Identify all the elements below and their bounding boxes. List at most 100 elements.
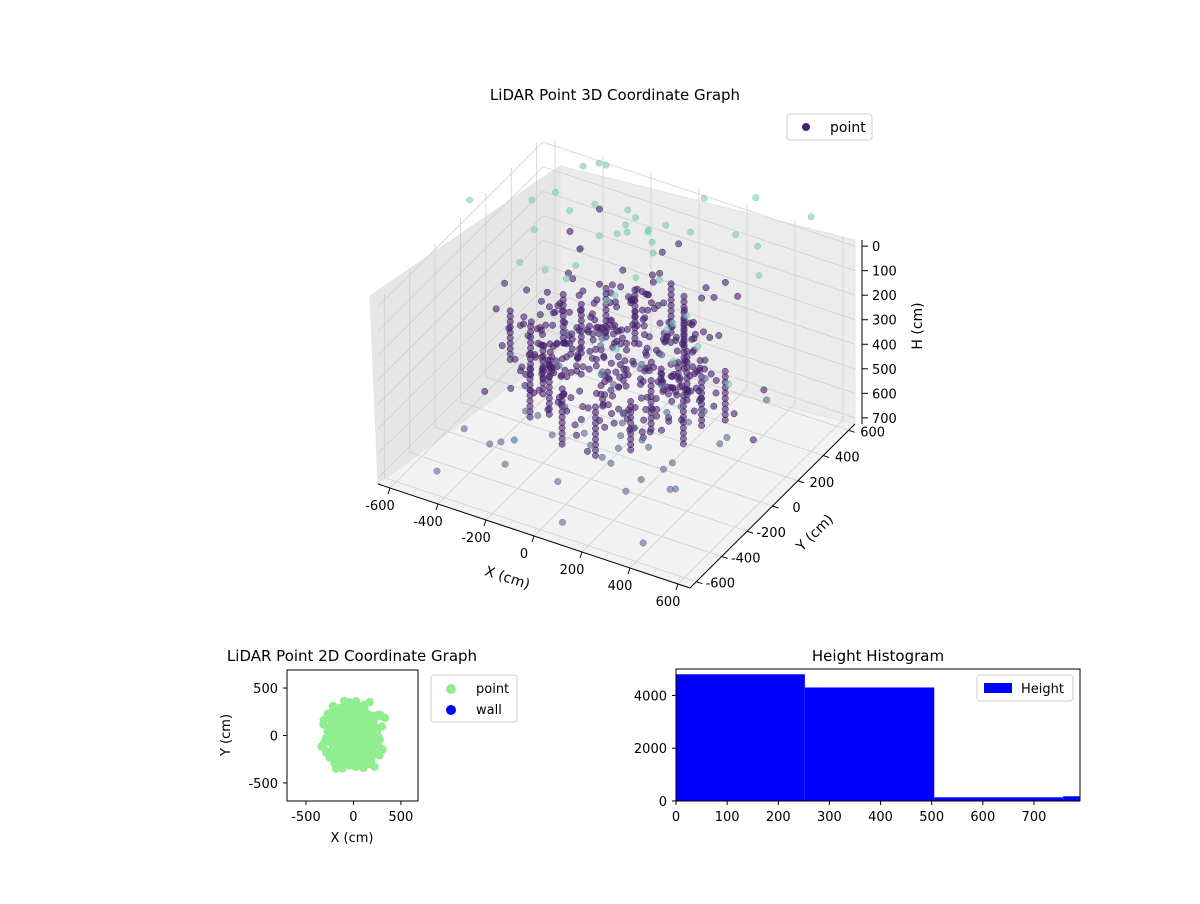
plot3d-point <box>548 431 556 439</box>
plot3d-point <box>623 326 631 333</box>
plot2d-point <box>343 715 352 725</box>
plot2d-xlabel: X (cm) <box>331 831 374 846</box>
plot3d-point <box>567 394 575 402</box>
plot3d-point <box>595 159 603 167</box>
plot3d-point <box>573 431 580 439</box>
plot2d-y-tick-label: 500 <box>253 682 278 697</box>
plot3d-point <box>591 200 599 208</box>
plot2d-x-tick-label: -500 <box>291 810 321 825</box>
plot3d-point <box>541 266 549 274</box>
plot3d-point <box>618 326 626 334</box>
plot3d-point <box>712 377 720 384</box>
hist-x-tick-label: 100 <box>715 810 740 825</box>
plot3d-point <box>657 374 665 382</box>
plot3d-y-tick-label: -200 <box>756 526 786 541</box>
plot3d-point <box>558 392 566 400</box>
plot3d-point <box>563 373 571 381</box>
plot2d-legend: point wall <box>430 674 518 723</box>
plot2d-ticks: -500 0 500 -500 0 500 <box>248 682 413 825</box>
plot3d-point <box>641 331 648 339</box>
plot3d-point <box>577 370 585 378</box>
plot3d-point <box>639 539 647 547</box>
plot3d-point <box>622 221 630 229</box>
hist-bar <box>676 674 805 801</box>
plot3d-point <box>486 440 494 448</box>
hist-y-tick-label: 0 <box>659 795 667 810</box>
hist-bars <box>676 674 1080 801</box>
plot3d-point <box>619 266 627 274</box>
plot3d-point <box>545 373 553 381</box>
plot3d-point <box>623 228 631 236</box>
plot3d-x-tick-label: 200 <box>560 563 585 578</box>
plot3d-point <box>630 360 638 368</box>
hist-legend: Height <box>976 674 1074 702</box>
plot3d-point <box>649 249 657 257</box>
plot3d-point <box>611 291 619 299</box>
plot3d-point <box>601 329 609 337</box>
plot3d-point <box>701 374 709 382</box>
plot3d-point <box>550 342 557 350</box>
plot3d-point <box>721 278 729 286</box>
plot3d-y-tick-label: 0 <box>792 501 800 516</box>
plot3d-point <box>614 444 622 452</box>
plot2d-point <box>362 725 371 734</box>
plot3d-z-tick-label: 600 <box>872 387 897 402</box>
plot2d-title: LiDAR Point 2D Coordinate Graph <box>227 647 477 665</box>
plot3d-point <box>592 403 599 411</box>
plot3d-point <box>648 299 655 307</box>
plot3d-x-tick-label: 600 <box>656 595 681 610</box>
plot3d-point <box>635 340 643 348</box>
plot3d-point <box>700 194 708 202</box>
plot3d-y-gridline <box>485 192 799 482</box>
plot3d-y-tick-label: -400 <box>731 551 761 566</box>
plot3d-point <box>627 397 635 405</box>
plot3d-x-tick-label: 400 <box>608 579 633 594</box>
plot3d-legend-label: point <box>830 120 866 136</box>
plot3d-point <box>632 214 639 221</box>
plot3d-point <box>510 436 518 444</box>
plot3d-point <box>562 328 570 336</box>
plot3d-point <box>593 389 600 397</box>
plot2d-point <box>338 764 347 773</box>
plot3d-point <box>716 440 724 448</box>
plot3d-point <box>559 518 566 526</box>
plot2d-point <box>376 711 385 721</box>
plot3d-point <box>732 231 740 239</box>
plot3d-point <box>694 342 702 350</box>
plot3d-point <box>721 367 729 375</box>
plot3d-point <box>560 339 568 347</box>
plot3d-point <box>604 401 612 409</box>
plot3d-y-tick-label: 600 <box>860 425 885 440</box>
plot3d-point <box>692 384 700 392</box>
plot3d-point <box>618 419 626 427</box>
plot3d-point <box>687 228 695 236</box>
plot3d-point <box>557 372 565 380</box>
plot3d-point <box>760 386 768 394</box>
plot3d-point <box>576 245 584 253</box>
plot3d-point <box>730 410 738 418</box>
plot3d-z-gridline <box>377 190 856 356</box>
plot3d-point <box>561 366 569 374</box>
plot3d-point <box>615 405 623 413</box>
plot3d-point <box>610 330 617 338</box>
plot3d-point <box>660 465 667 473</box>
plot3d-point <box>641 367 649 375</box>
plot3d-point <box>545 303 553 311</box>
plot2d-legend-point-marker <box>446 684 456 694</box>
plot3d-point <box>649 278 657 286</box>
plot3d-point <box>715 332 723 339</box>
plot3d-point <box>492 305 500 313</box>
plot3d-point <box>749 436 757 444</box>
plot3d-point <box>576 345 584 353</box>
plot3d-point <box>466 196 474 204</box>
plot3d-point <box>624 206 632 214</box>
plot2d-point <box>364 759 373 769</box>
plot2d-point <box>323 727 332 736</box>
plot3d-point <box>603 297 611 305</box>
plot3d-point <box>683 386 691 394</box>
plot3d-point <box>501 460 509 468</box>
plot3d-point <box>531 226 539 234</box>
plot3d-point <box>531 351 539 359</box>
plot3d-point <box>660 299 668 307</box>
plot3d-x-tick-mark <box>531 535 535 543</box>
